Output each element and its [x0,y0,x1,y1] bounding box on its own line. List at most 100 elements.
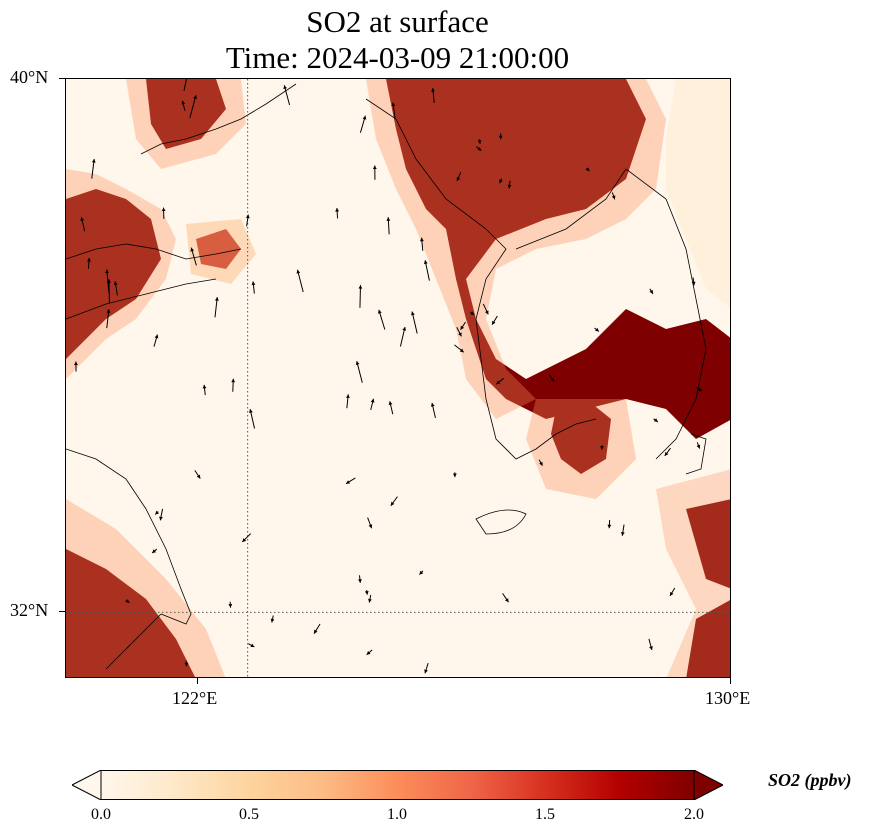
wind-vector [106,269,110,294]
wind-vector [359,285,361,308]
wind-vector-head [496,380,501,385]
wind-vector-head [193,95,197,100]
wind-vector-head [611,195,616,200]
wind-vector-head [184,662,189,667]
wind-vector-head [283,85,288,90]
wind-vector-head [159,516,163,521]
wind-vector-head [87,257,91,262]
wind-vector-head [388,401,393,406]
wind-vector-head [161,207,166,212]
wind-vector-head [368,598,372,603]
wind-vector-head [419,570,424,575]
colorbar-extend-max [693,769,725,801]
lon-tick-130e [730,678,731,684]
so2-field-region [386,79,730,439]
so2-field-region [66,189,161,359]
wind-vector-head [670,591,674,596]
colorbar-tick-2: 1.0 [387,806,407,823]
wind-vector [189,95,197,119]
wind-vector-head [607,524,612,529]
wind-vector-head [364,590,369,595]
wind-vector-head [242,538,247,542]
wind-vector-head [296,269,301,274]
wind-vector-head [378,309,382,314]
wind-vector-head [485,310,489,315]
plot-subtitle-time: Time: 2024-03-09 21:00:00 [225,40,570,75]
colorbar-title: SO2 (ppbv) [768,770,852,790]
colorbar-tick-4: 2.0 [684,806,704,823]
wind-vector-head [653,418,658,422]
wind-vector-head [470,311,475,316]
wind-vector-head [358,285,363,289]
coastline [105,613,162,670]
so2-field-region [666,79,730,308]
wind-vector-head [155,510,160,515]
colorbar-gradient [101,770,694,800]
wind-vector-head [477,146,482,151]
so2-map [66,79,730,677]
wind-vector-head [423,260,428,265]
lon-tick-label-130e: 130°E [705,688,751,708]
wind-vector-head [366,650,371,655]
wind-vector-head [585,167,590,172]
wind-vector-head [125,599,130,603]
wind-vectors [74,79,703,674]
so2-field-region [686,600,730,677]
wind-vector-head [250,643,255,648]
wind-vector-head [154,334,159,339]
wind-vector-head [231,378,236,383]
coastline [66,448,192,625]
wind-vector-head [355,361,360,365]
wind-vector-head [595,327,599,332]
wind-vector-head [458,332,462,337]
coastline [625,168,707,460]
wind-vector-head [106,309,111,313]
coastline [685,433,707,475]
wind-vector-head [91,158,96,163]
coastline [140,83,297,155]
colorbar-outline [100,770,695,800]
wind-vector-head [202,384,207,389]
wind-vector-head [386,217,391,221]
so2-field-region [66,549,195,677]
wind-vector-head [697,387,702,392]
plot-title: SO2 at surface [306,4,489,39]
so2-field-region [656,469,730,677]
wind-vector [411,311,418,334]
wind-vector-head [507,184,512,189]
wind-vector-head [492,320,496,325]
wind-vector-head [600,446,604,450]
so2-field-region [526,399,636,499]
lat-tick-label-40n: 40°N [10,67,49,87]
colorbar-graphic [70,769,725,801]
colorbar [70,769,725,801]
lat-tick-32n [59,611,65,612]
so2-field-region [686,499,730,589]
coastline [515,168,627,250]
so2-field-region [551,399,611,474]
wind-vector-head [214,297,219,301]
wind-vector-head [477,140,482,144]
wind-vector-head [550,377,555,382]
wind-vector-head [664,451,669,456]
wind-vector-head [456,177,461,182]
wind-vector-head [228,604,233,608]
wind-vector-head [270,618,275,623]
wind-vector-head [368,524,373,529]
wind-vector-head [504,598,509,603]
wind-vector-head [452,473,457,478]
wind-vector-head [424,669,428,674]
wind-vector-head [113,281,118,286]
wind-vector-head [105,269,109,274]
wind-vector-head [431,88,435,92]
wind-vector-head [74,361,78,366]
wind-vector-head [314,629,318,634]
lat-tick-label-32n: 32°N [10,600,49,620]
wind-vector-head [190,247,195,252]
wind-vector-head [335,208,340,212]
wind-vector-head [251,281,256,286]
lon-tick-122e [197,678,198,684]
lon-tick-label-122e: 122°E [172,688,218,708]
coastline [66,278,217,320]
lat-tick-40n [59,78,65,79]
